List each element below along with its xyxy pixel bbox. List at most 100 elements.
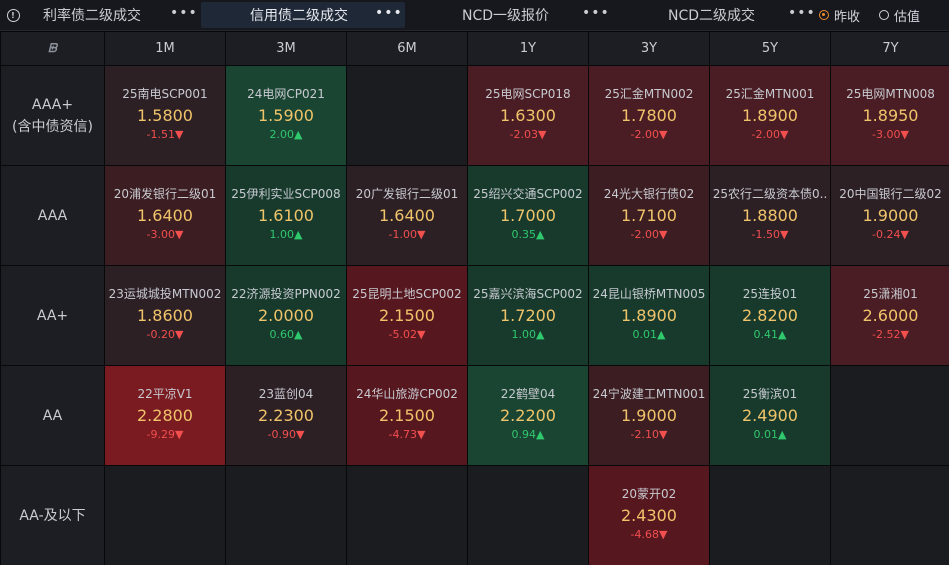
bond-yield: 1.7200: [500, 306, 556, 325]
bond-cell[interactable]: 24光大银行债02 1.7100 -2.00▼: [589, 166, 709, 265]
bond-cell[interactable]: 24宁波建工MTN001 1.9000 -2.10▼: [589, 366, 709, 465]
empty-cell: [831, 466, 949, 565]
bond-change: -5.02▼: [388, 328, 426, 341]
info-button[interactable]: !: [0, 0, 26, 30]
bond-cell[interactable]: 20蒙开02 2.4300 -4.68▼: [589, 466, 709, 565]
column-header-1m: 1M: [105, 32, 225, 65]
bond-name: 25电网SCP018: [485, 87, 571, 101]
bond-yield: 1.6100: [258, 206, 314, 225]
bond-cell[interactable]: 23蓝创04 2.2300 -0.90▼: [226, 366, 346, 465]
bond-cell[interactable]: 20广发银行二级01 1.6400 -1.00▼: [347, 166, 467, 265]
bond-cell[interactable]: 25电网SCP018 1.6300 -2.03▼: [468, 66, 588, 165]
bond-cell[interactable]: 25连投01 2.8200 0.41▲: [710, 266, 830, 365]
bond-cell[interactable]: 22济源投资PPN002 2.0000 0.60▲: [226, 266, 346, 365]
bond-yield: 2.2800: [137, 406, 193, 425]
row-header: AA: [1, 366, 104, 465]
bond-cell[interactable]: 24昆山银桥MTN005 1.8900 0.01▲: [589, 266, 709, 365]
bond-cell[interactable]: 24华山旅游CP002 2.1500 -4.73▼: [347, 366, 467, 465]
bond-yield: 2.8200: [742, 306, 798, 325]
bond-cell[interactable]: 25汇金MTN001 1.8900 -2.00▼: [710, 66, 830, 165]
row-header-label: AA: [43, 405, 63, 427]
row-header: AAA+ (含中债资信): [1, 66, 104, 165]
bond-cell[interactable]: 25农行二级资本债0.. 1.8800 -1.50▼: [710, 166, 830, 265]
bond-name: 25连投01: [742, 287, 798, 301]
tab-rate-bond-secondary[interactable]: 利率债二级成交 •••: [27, 2, 197, 28]
bond-cell[interactable]: 25伊利实业SCP008 1.6100 1.00▲: [226, 166, 346, 265]
empty-cell: [710, 466, 830, 565]
bond-cell[interactable]: 20浦发银行二级01 1.6400 -3.00▼: [105, 166, 225, 265]
bond-yield: 1.8800: [742, 206, 798, 225]
bond-change: -3.00▼: [872, 128, 909, 141]
bond-change: -2.00▼: [630, 228, 668, 241]
rating-label: AAA+: [31, 96, 74, 113]
bond-yield: 1.9000: [862, 206, 919, 225]
bond-change: 0.94▲: [511, 428, 545, 441]
column-header-3m: 3M: [226, 32, 346, 65]
bond-name: 24宁波建工MTN001: [592, 387, 706, 401]
bond-name: 24华山旅游CP002: [356, 387, 458, 401]
column-header-6m: 6M: [347, 32, 467, 65]
bond-change: 2.00▲: [269, 128, 303, 141]
tab-label: 利率债二级成交: [43, 8, 141, 24]
tab-ncd-secondary[interactable]: NCD二级成交 •••: [612, 2, 815, 28]
row-header-label: AA-及以下: [19, 505, 85, 527]
more-icon[interactable]: •••: [582, 5, 610, 21]
bond-name: 22鹤壁04: [500, 387, 556, 401]
bond-yield: 2.6000: [862, 306, 919, 325]
bond-name: 25衡滨01: [742, 387, 798, 401]
bond-cell[interactable]: 25昆明土地SCP002 2.1500 -5.02▼: [347, 266, 467, 365]
bond-cell[interactable]: 25绍兴交通SCP002 1.7000 0.35▲: [468, 166, 588, 265]
tab-credit-bond-secondary[interactable]: 信用债二级成交 •••: [201, 2, 405, 28]
row-header: AA-及以下: [1, 466, 104, 565]
bond-name: 25伊利实业SCP008: [231, 187, 341, 201]
bond-name: 25汇金MTN001: [725, 87, 815, 101]
bond-change: -0.24▼: [872, 228, 909, 241]
radio-prev-close[interactable]: 昨收: [819, 0, 860, 30]
bond-cell[interactable]: 22平凉V1 2.2800 -9.29▼: [105, 366, 225, 465]
bond-name: 24昆山银桥MTN005: [592, 287, 706, 301]
bond-cell[interactable]: 25电网MTN008 1.8950 -3.00▼: [831, 66, 949, 165]
bond-cell[interactable]: 24电网CP021 1.5900 2.00▲: [226, 66, 346, 165]
bond-yield: 1.5900: [258, 106, 314, 125]
info-icon: !: [6, 8, 20, 22]
bond-name: 20中国银行二级02: [839, 187, 942, 201]
radio-valuation[interactable]: 估值: [879, 0, 920, 30]
bond-name: 25潇湘01: [863, 287, 918, 301]
bond-change: -1.00▼: [388, 228, 426, 241]
more-icon[interactable]: •••: [788, 5, 816, 21]
tab-label: NCD一级报价: [462, 8, 550, 24]
empty-cell: [347, 466, 467, 565]
bond-cell[interactable]: 20中国银行二级02 1.9000 -0.24▼: [831, 166, 949, 265]
row-header: AA+: [1, 266, 104, 365]
bond-cell[interactable]: 25衡滨01 2.4900 0.01▲: [710, 366, 830, 465]
more-icon[interactable]: •••: [375, 5, 403, 21]
bond-yield: 1.8600: [137, 306, 193, 325]
more-icon[interactable]: •••: [170, 5, 198, 21]
bond-cell[interactable]: 23运城城投MTN002 1.8600 -0.20▼: [105, 266, 225, 365]
bond-name: 25嘉兴滨海SCP002: [473, 287, 583, 301]
rating-label: AA: [42, 407, 63, 424]
rating-label: AA+: [36, 307, 69, 324]
bond-change: -2.10▼: [630, 428, 668, 441]
row-header-label: AAA: [38, 205, 68, 227]
corner-header: ᗸ: [1, 32, 104, 65]
tab-bar: ! 利率债二级成交 ••• 信用债二级成交 ••• NCD一级报价 ••• NC…: [0, 0, 949, 31]
bond-change: -2.03▼: [509, 128, 547, 141]
bond-cell[interactable]: 25南电SCP001 1.5800 -1.51▼: [105, 66, 225, 165]
bond-name: 25农行二级资本债0..: [712, 187, 828, 201]
tab-ncd-primary-quote[interactable]: NCD一级报价 •••: [410, 2, 610, 28]
bond-cell[interactable]: 25嘉兴滨海SCP002 1.7200 1.00▲: [468, 266, 588, 365]
bond-logo-icon: ᗸ: [48, 41, 57, 55]
empty-cell: [347, 66, 467, 165]
bond-name: 23蓝创04: [258, 387, 314, 401]
bond-yield: 1.7000: [500, 206, 556, 225]
empty-cell: [468, 466, 588, 565]
bond-change: -2.00▼: [751, 128, 789, 141]
bond-change: 1.00▲: [511, 328, 545, 341]
bond-yield: 1.6400: [379, 206, 435, 225]
bond-cell[interactable]: 22鹤壁04 2.2200 0.94▲: [468, 366, 588, 465]
bond-cell[interactable]: 25汇金MTN002 1.7800 -2.00▼: [589, 66, 709, 165]
bond-name: 22平凉V1: [137, 387, 193, 401]
bond-yield: 2.1500: [379, 306, 435, 325]
bond-cell[interactable]: 25潇湘01 2.6000 -2.52▼: [831, 266, 949, 365]
